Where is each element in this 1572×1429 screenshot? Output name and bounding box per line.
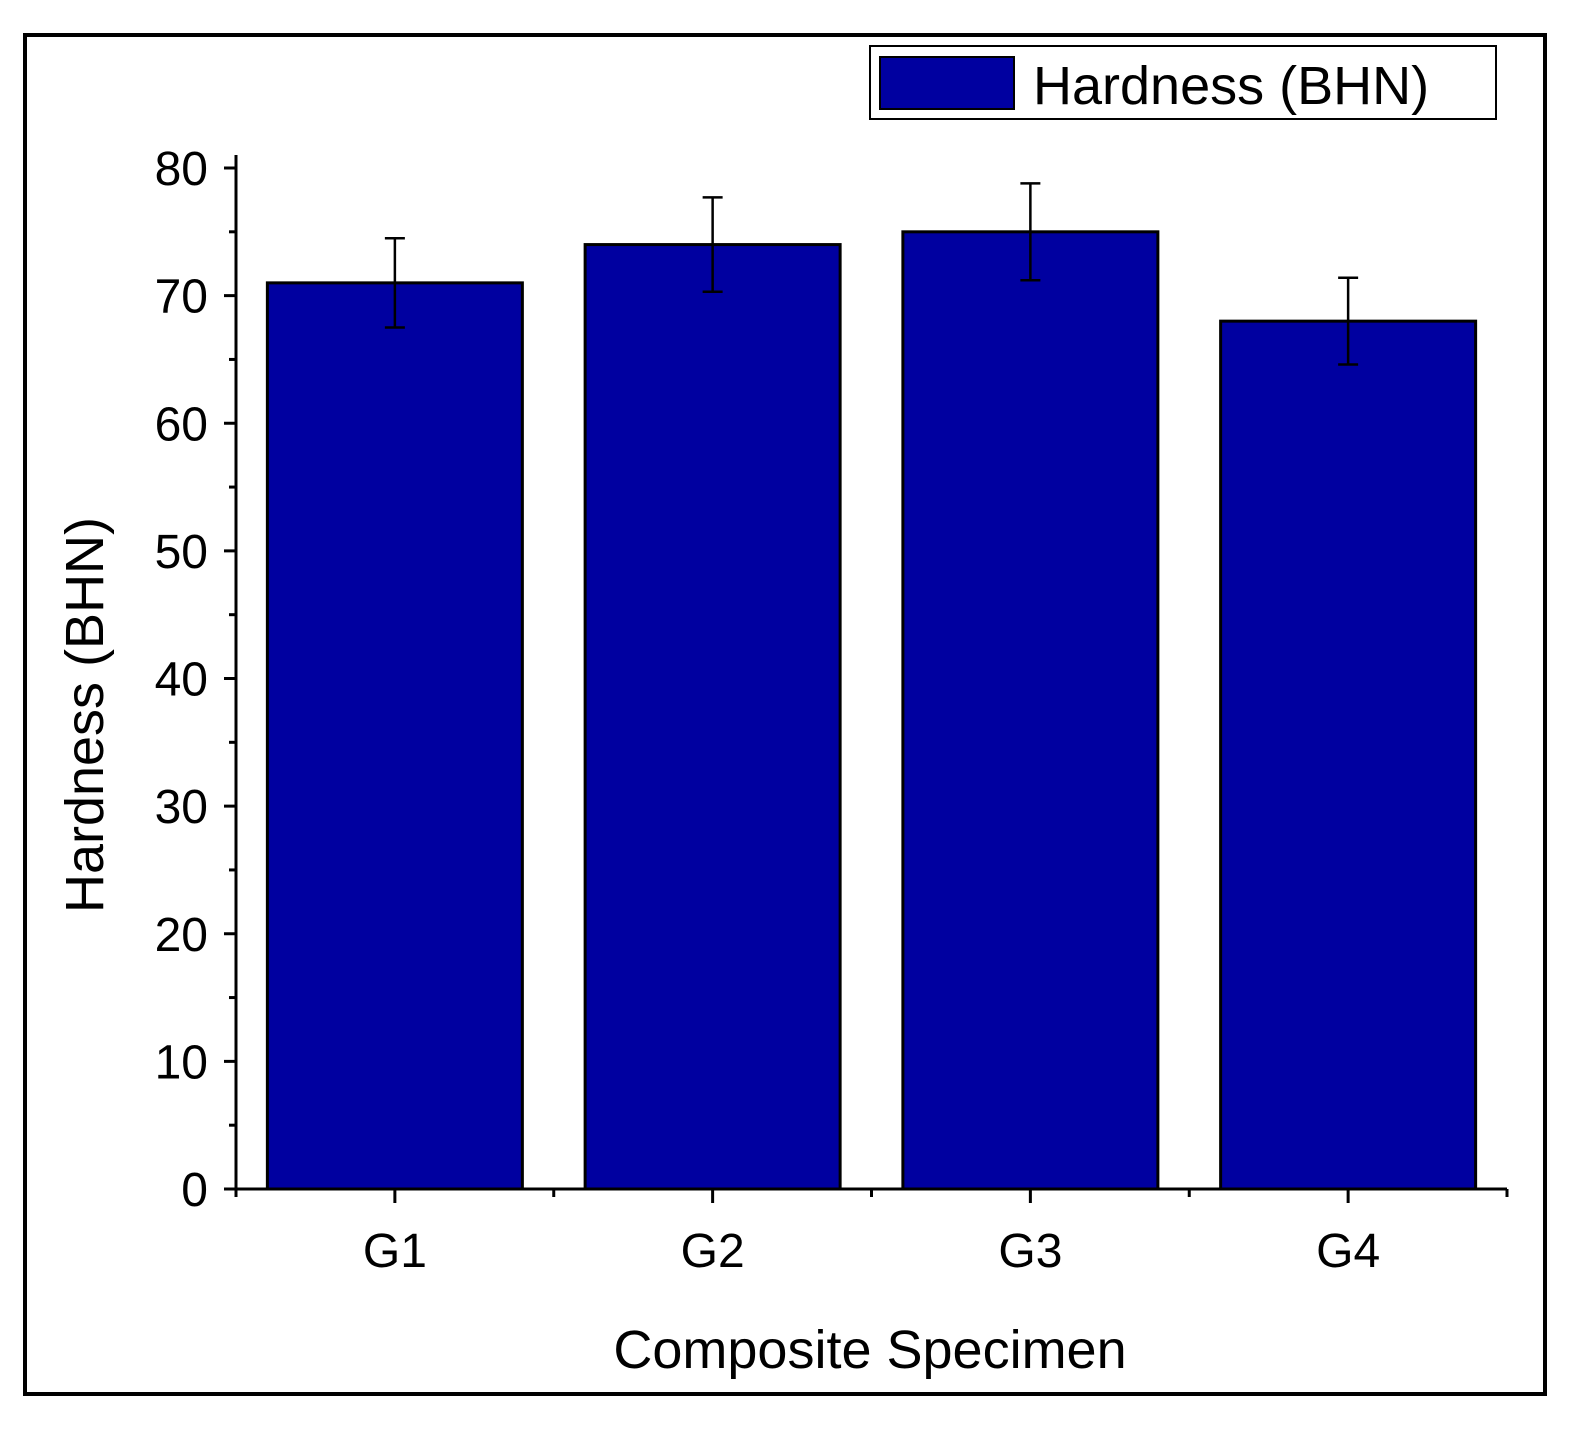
y-tick-label: 30 [155, 781, 208, 834]
y-tick-label: 40 [155, 654, 208, 707]
bar-g4 [1219, 319, 1478, 1191]
y-tick-label: 10 [155, 1036, 208, 1089]
error-bar-g1 [384, 236, 405, 329]
x-tick-label: G3 [998, 1225, 1062, 1278]
legend-swatch [879, 56, 1015, 110]
y-tick-label: 0 [181, 1164, 208, 1217]
bar-g2 [583, 243, 842, 1191]
x-tick-label: G4 [1316, 1225, 1380, 1278]
y-tick-label: 70 [155, 271, 208, 324]
y-ticks-layer: 0 10 20 30 40 50 60 70 80 [155, 143, 236, 1217]
figure-frame [23, 33, 1547, 1396]
x-tick-label: G2 [681, 1225, 745, 1278]
y-tick-label: 60 [155, 398, 208, 451]
error-bar-g2 [702, 196, 723, 294]
bar-g1 [265, 281, 524, 1191]
bars-layer [265, 230, 1478, 1191]
y-tick-label: 20 [155, 909, 208, 962]
legend-label: Hardness (BHN) [1033, 56, 1429, 116]
x-axis-title: Composite Specimen [613, 1320, 1126, 1380]
error-bar-g3 [1020, 182, 1041, 282]
y-axis-title: Hardness (BHN) [55, 517, 115, 913]
y-tick-label: 50 [155, 526, 208, 579]
x-tick-label: G1 [363, 1225, 427, 1278]
x-ticks-layer: G1 G2 G3 G4 [234, 1189, 1509, 1278]
legend: Hardness (BHN) [869, 45, 1497, 120]
error-bars-layer [384, 182, 1359, 366]
bar-g3 [901, 230, 1160, 1191]
y-tick-label: 80 [155, 143, 208, 196]
error-bar-g4 [1338, 276, 1359, 366]
